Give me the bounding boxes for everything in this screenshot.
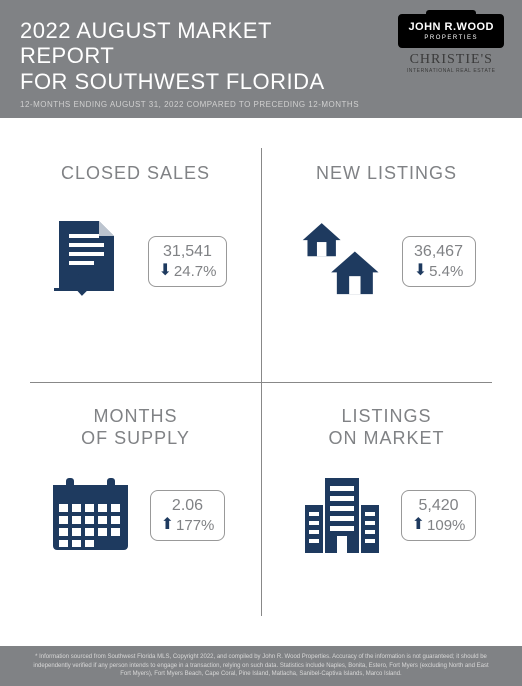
metric-title: NEW LISTINGS — [316, 152, 457, 196]
metric-title: MONTHS OF SUPPLY — [81, 406, 190, 450]
jrw-logo: JOHN R.WOOD PROPERTIES — [398, 14, 504, 48]
stat-box: 2.06 ⬆ 177% — [150, 490, 226, 541]
stat-change: ⬇ 5.4% — [413, 263, 465, 280]
footer-disclaimer: * Information sourced from Southwest Flo… — [0, 646, 522, 686]
stat-value: 31,541 — [159, 243, 217, 261]
christies-logo: CHRISTIE'S — [398, 52, 504, 68]
jrw-logo-main: JOHN R.WOOD — [408, 22, 494, 33]
arrow-down-icon: ⬇ — [414, 263, 427, 279]
stat-value: 5,420 — [412, 497, 466, 515]
document-icon — [44, 216, 134, 306]
stat-change: ⬇ 24.7% — [159, 263, 217, 280]
calendar-icon — [46, 470, 136, 560]
metric-closed-sales: CLOSED SALES 31,541 — [10, 128, 261, 382]
metric-listings-market: LISTINGS ON MARKET — [261, 382, 512, 636]
logos: JOHN R.WOOD PROPERTIES CHRISTIE'S INTERN… — [398, 14, 504, 74]
stat-value: 2.06 — [161, 497, 215, 515]
arrow-down-icon: ⬇ — [159, 263, 172, 279]
header: 2022 AUGUST MARKET REPORT FOR SOUTHWEST … — [0, 0, 522, 118]
arrow-up-icon: ⬆ — [412, 517, 425, 533]
metric-title: LISTINGS ON MARKET — [328, 406, 444, 450]
metric-months-supply: MONTHS OF SUPPLY 2. — [10, 382, 261, 636]
arrow-up-icon: ⬆ — [161, 517, 174, 533]
metrics-grid: CLOSED SALES 31,541 — [10, 128, 512, 636]
stat-box: 5,420 ⬆ 109% — [401, 490, 477, 541]
page-title: 2022 AUGUST MARKET REPORT FOR SOUTHWEST … — [20, 18, 340, 94]
stat-change: ⬆ 177% — [161, 517, 215, 534]
stat-box: 31,541 ⬇ 24.7% — [148, 236, 228, 287]
title-line2: FOR SOUTHWEST FLORIDA — [20, 69, 340, 94]
metric-title: CLOSED SALES — [61, 152, 210, 196]
houses-icon — [298, 216, 388, 306]
christies-logo-sub: INTERNATIONAL REAL ESTATE — [398, 68, 504, 74]
metric-new-listings: NEW LISTINGS 36,467 ⬇ — [261, 128, 512, 382]
stat-box: 36,467 ⬇ 5.4% — [402, 236, 476, 287]
jrw-logo-sub: PROPERTIES — [408, 35, 494, 41]
subtitle: 12-MONTHS ENDING AUGUST 31, 2022 COMPARE… — [20, 100, 502, 109]
stat-change: ⬆ 109% — [412, 517, 466, 534]
building-icon — [297, 470, 387, 560]
stat-value: 36,467 — [413, 243, 465, 261]
title-line1: 2022 AUGUST MARKET REPORT — [20, 18, 340, 69]
